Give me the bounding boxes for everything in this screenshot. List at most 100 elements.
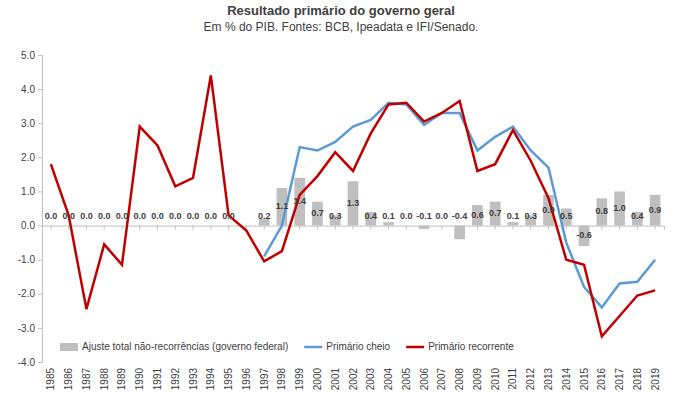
data-label: 0.0 xyxy=(151,211,164,221)
x-tick-mark xyxy=(655,226,656,230)
y-tick: -3.0 xyxy=(18,323,42,334)
x-tick-mark xyxy=(86,226,87,230)
x-tick-mark xyxy=(317,226,318,230)
x-tick-mark xyxy=(121,226,122,230)
y-tick: 3.0 xyxy=(21,118,42,129)
x-tick-label: 2017 xyxy=(614,368,625,391)
x-tick: 2010 xyxy=(490,226,501,391)
bar xyxy=(312,202,323,226)
bar xyxy=(437,225,448,226)
x-tick-label: 2011 xyxy=(507,368,518,390)
x-tick-label: 2019 xyxy=(650,368,661,391)
y-tick-mark xyxy=(38,55,42,56)
y-tick: -1.0 xyxy=(18,254,42,265)
x-tick-label: 2018 xyxy=(632,368,643,391)
x-tick: 2007 xyxy=(436,226,447,391)
x-tick-mark xyxy=(530,226,531,230)
x-tick-label: 2013 xyxy=(543,368,554,391)
x-tick-mark xyxy=(353,226,354,230)
x-tick-label: 2010 xyxy=(490,368,501,391)
data-label: -0.6 xyxy=(576,230,592,240)
y-tick-label: -1.0 xyxy=(18,254,36,265)
bar xyxy=(401,225,412,226)
x-tick-mark xyxy=(299,226,300,230)
data-label: 0.4 xyxy=(631,211,644,221)
x-tick-mark xyxy=(104,226,105,230)
data-label: 0.0 xyxy=(400,211,413,221)
bar xyxy=(152,225,163,226)
x-tick-mark xyxy=(548,226,549,230)
y-tick-label: 1.0 xyxy=(21,186,35,197)
x-tick-label: 1985 xyxy=(45,368,56,391)
bar xyxy=(223,225,234,226)
legend: Ajuste total não-recorrências (governo f… xyxy=(60,341,514,352)
plot-marks xyxy=(51,75,661,336)
data-label: 0.0 xyxy=(222,211,235,221)
bar xyxy=(596,198,607,225)
bar xyxy=(650,195,661,226)
legend-item: Ajuste total não-recorrências (governo f… xyxy=(60,341,288,352)
bar xyxy=(508,222,519,225)
data-label: 0.9 xyxy=(542,205,555,215)
legend-swatch xyxy=(406,346,424,349)
x-tick-mark xyxy=(50,226,51,230)
y-axis-line xyxy=(38,56,43,363)
bar xyxy=(188,225,199,226)
bar xyxy=(632,212,643,226)
x-tick-mark xyxy=(477,226,478,230)
data-label: 0.7 xyxy=(311,208,324,218)
y-tick-mark xyxy=(38,157,42,158)
y-tick-mark xyxy=(38,191,42,192)
x-tick: 1989 xyxy=(116,226,127,391)
y-tick: -2.0 xyxy=(18,288,42,299)
x-tick: 2012 xyxy=(525,226,536,391)
data-label: 0.3 xyxy=(329,211,342,221)
x-tick-mark xyxy=(637,226,638,230)
y-tick-label: 3.0 xyxy=(21,118,35,129)
data-label: 0.0 xyxy=(169,211,182,221)
data-label: 0.1 xyxy=(382,211,395,221)
data-label: 0.6 xyxy=(471,210,484,220)
x-tick: 2001 xyxy=(330,226,341,391)
y-axis: -4.0-3.0-2.0-1.00.01.02.03.04.05.0 xyxy=(18,50,43,368)
y-tick-mark xyxy=(38,123,42,124)
x-tick: 2015 xyxy=(579,226,590,391)
data-label: 0.0 xyxy=(205,211,218,221)
y-tick-label: 0.0 xyxy=(21,220,35,231)
x-tick: 2005 xyxy=(401,226,412,391)
x-tick: 2009 xyxy=(472,226,483,391)
bar xyxy=(614,191,625,225)
chart-container: Resultado primário do governo geralEm % … xyxy=(0,0,682,409)
x-tick-mark xyxy=(157,226,158,230)
bar xyxy=(134,225,145,226)
x-tick-mark xyxy=(264,226,265,230)
x-tick-mark xyxy=(175,226,176,230)
y-tick: 4.0 xyxy=(21,84,42,95)
x-tick: 1995 xyxy=(223,226,234,391)
y-tick-label: -4.0 xyxy=(18,357,36,368)
bar xyxy=(294,178,305,226)
bar xyxy=(419,226,430,229)
x-tick: 2013 xyxy=(543,226,554,391)
bar xyxy=(383,222,394,225)
x-tick-label: 2014 xyxy=(561,368,572,391)
data-label: 0.1 xyxy=(507,211,520,221)
y-tick: 2.0 xyxy=(21,152,42,163)
x-tick-label: 1993 xyxy=(188,368,199,391)
x-tick-label: 2003 xyxy=(365,368,376,391)
bar xyxy=(81,225,92,226)
x-tick: 1993 xyxy=(188,226,199,391)
x-tick: 1986 xyxy=(63,226,74,391)
line xyxy=(51,75,655,336)
legend-item: Primário cheio xyxy=(304,341,390,352)
y-tick-mark xyxy=(38,89,42,90)
x-tick-label: 2005 xyxy=(401,368,412,391)
bar xyxy=(205,225,216,226)
x-tick-label: 1987 xyxy=(81,368,92,391)
data-labels: 0.00.00.00.00.00.00.00.00.00.00.00.21.11… xyxy=(45,196,662,240)
data-label: 0.0 xyxy=(133,211,146,221)
y-tick-mark xyxy=(38,260,42,261)
data-label: 0.5 xyxy=(560,211,573,221)
subtitle: Em % do PIB. Fontes: BCB, Ipeadata e IFI… xyxy=(204,20,479,34)
data-label: 0.0 xyxy=(98,211,111,221)
